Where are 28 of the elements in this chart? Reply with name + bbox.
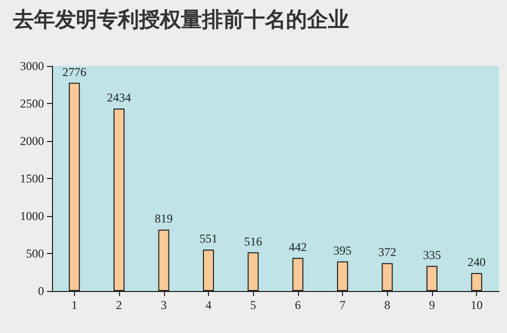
y-tick-label: 1000 [20, 209, 44, 223]
x-tick-label: 3 [160, 298, 167, 312]
x-tick-label: 4 [205, 298, 212, 312]
y-tick-label: 3000 [20, 59, 44, 73]
data-label: 335 [422, 248, 441, 262]
y-tick-label: 0 [38, 284, 44, 298]
y-tick-label: 1500 [20, 172, 44, 186]
chart-title: 去年发明专利授权量排前十名的企业 [12, 8, 349, 32]
y-tick-label: 500 [26, 246, 44, 260]
data-label: 442 [288, 240, 307, 254]
data-label: 516 [244, 234, 262, 248]
data-label: 819 [154, 212, 173, 226]
x-tick-label: 6 [294, 298, 301, 312]
data-label: 240 [468, 255, 486, 269]
data-label: 2434 [107, 90, 132, 104]
x-tick-label: 9 [428, 298, 435, 312]
y-tick-label: 2000 [20, 134, 44, 148]
x-tick-label: 5 [250, 298, 256, 312]
data-label: 2776 [62, 64, 86, 79]
data-label: 395 [334, 243, 352, 258]
x-tick-label: 10 [470, 298, 483, 312]
x-tick-label: 7 [340, 298, 346, 312]
x-tick-label: 2 [116, 298, 122, 312]
data-label: 372 [378, 245, 396, 260]
y-tick-label: 2500 [20, 96, 44, 110]
x-tick-label: 8 [384, 298, 390, 312]
x-tick-label: 1 [71, 298, 78, 312]
data-label: 551 [199, 232, 218, 246]
